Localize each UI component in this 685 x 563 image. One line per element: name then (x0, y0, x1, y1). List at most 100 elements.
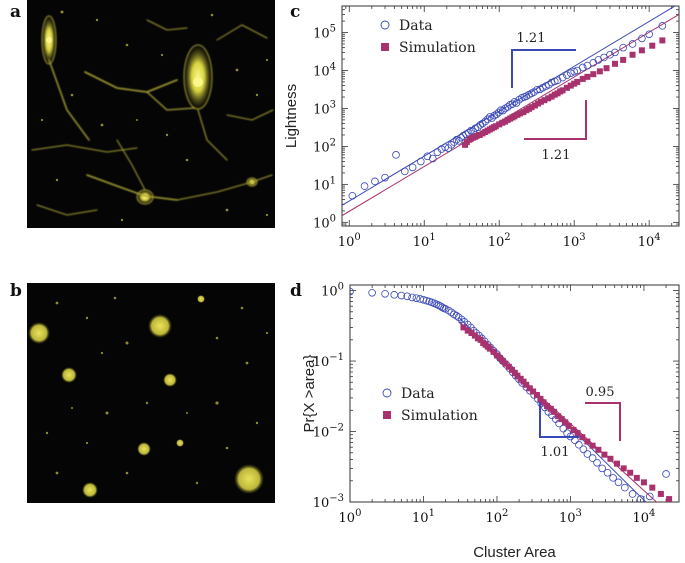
data-point (474, 123, 482, 132)
data-point (593, 458, 601, 467)
simulation-point (531, 102, 538, 109)
simulation-point (633, 474, 640, 481)
data-point (494, 108, 503, 117)
data-point (460, 318, 469, 326)
fit-line-simulation (458, 321, 658, 502)
simulation-point (535, 100, 542, 107)
plot-area (342, 6, 679, 217)
y-axis-label: Pr{X >area} (301, 355, 318, 433)
data-point (551, 415, 560, 423)
simulation-point (629, 51, 636, 58)
data-point (433, 148, 442, 157)
x-tick-label: 100 (338, 232, 361, 250)
simulation-point (523, 107, 530, 114)
data-point (571, 436, 579, 445)
y-tick-label: 10−1 (313, 352, 344, 370)
data-point (563, 71, 571, 80)
series-simulation (460, 324, 673, 502)
simulation-point (603, 65, 610, 72)
data-point (469, 326, 478, 335)
simulation-point (540, 399, 547, 406)
data-point (437, 145, 446, 153)
data-point (463, 320, 472, 329)
data-point (545, 80, 553, 89)
simulation-point (548, 93, 555, 100)
data-point (550, 77, 559, 86)
simulation-point (517, 110, 524, 117)
data-point (525, 90, 533, 99)
simulation-point (595, 446, 602, 453)
data-point (570, 67, 578, 76)
data-point (348, 191, 357, 200)
simulation-point (482, 128, 489, 135)
data-point (452, 311, 461, 320)
simulation-point (490, 348, 497, 355)
data-point (475, 331, 483, 340)
y-tick-label: 103 (313, 99, 336, 117)
slope-label-simulation: 0.95 (586, 385, 615, 400)
y-tick-label: 104 (313, 61, 336, 79)
simulation-point (507, 115, 514, 122)
simulation-point (579, 434, 586, 441)
data-point (492, 110, 501, 119)
data-point (548, 411, 556, 420)
legend-marker-data (380, 20, 390, 30)
simulation-point (544, 403, 551, 410)
data-point (432, 300, 441, 309)
data-point (594, 56, 603, 64)
data-point (477, 334, 486, 343)
data-point (536, 85, 544, 94)
simulation-point (476, 131, 483, 138)
data-point (452, 135, 461, 144)
simulation-point (547, 405, 554, 412)
chart-d-group: 100 101 102 103 104 100 10−1 10−2 10−3 Pr{X >area… (301, 282, 680, 561)
slope-bracket-data (511, 49, 576, 88)
simulation-point (508, 366, 515, 373)
simulation-point (490, 124, 497, 131)
data-point (400, 167, 409, 176)
data-point (522, 92, 531, 101)
data-point (533, 85, 541, 94)
data-point (390, 291, 399, 299)
data-point (408, 293, 416, 302)
simulation-point (659, 37, 666, 44)
simulation-point (467, 135, 474, 142)
data-point (447, 141, 456, 149)
axis-ticks (349, 285, 680, 503)
x-axis-label: Cluster Area (473, 544, 556, 561)
data-point (628, 490, 637, 498)
data-point (645, 30, 653, 39)
data-point (600, 53, 608, 62)
fit-line-data (342, 6, 676, 206)
data-point (515, 95, 524, 104)
data-point (606, 50, 614, 59)
data-point (534, 395, 542, 403)
x-tick-label: 100 (339, 508, 362, 526)
legend-label-simulation: Simulation (399, 40, 476, 56)
simulation-point (589, 442, 596, 449)
data-point (522, 383, 531, 391)
legend-label-data: Data (399, 18, 433, 34)
simulation-point (567, 82, 574, 89)
data-point (544, 408, 553, 416)
simulation-point (530, 388, 537, 395)
data-point (598, 464, 606, 473)
simulation-point (463, 139, 470, 146)
data-point (360, 182, 369, 190)
simulation-point (511, 113, 518, 120)
data-point (493, 350, 501, 359)
y-tick-label: 10−2 (313, 423, 344, 441)
data-point (497, 106, 505, 114)
simulation-point (537, 98, 544, 105)
chart-c-group: 100 101 102 103 104 100 101 102 103 104 105 Lightne… (283, 5, 680, 250)
data-point (471, 124, 480, 133)
simulation-point (526, 105, 533, 112)
data-point (381, 290, 389, 298)
data-point (462, 130, 470, 138)
simulation-point (640, 479, 647, 486)
data-point (444, 144, 453, 152)
simulation-point (488, 125, 495, 132)
series-data (350, 287, 670, 502)
panel-letter-b: b (10, 281, 22, 301)
data-point (526, 386, 534, 395)
